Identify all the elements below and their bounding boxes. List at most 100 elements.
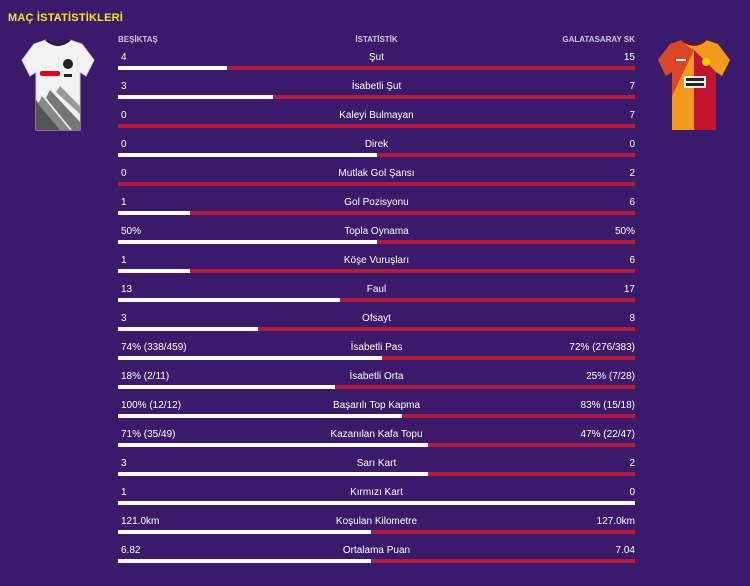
stat-label: Kırmızı Kart [350, 487, 403, 498]
stat-row: 1 Kırmızı Kart 0 [118, 487, 635, 509]
home-bar-fill [118, 472, 429, 476]
home-value: 1 [121, 255, 127, 266]
away-value: 6 [629, 255, 635, 266]
away-value: 2 [629, 458, 635, 469]
away-team-name: GALATASARAY SK [562, 35, 635, 44]
comparison-bar [118, 530, 635, 534]
home-value: 0 [121, 110, 127, 121]
stat-label: Direk [364, 139, 389, 150]
away-value: 7 [629, 81, 635, 92]
comparison-bar [118, 385, 635, 389]
stat-label: Faul [366, 284, 387, 295]
away-team-kit [656, 36, 732, 139]
away-value: 127.0km [596, 516, 635, 527]
comparison-bar [118, 269, 635, 273]
stat-label: İsabetli Şut [351, 81, 402, 92]
stat-row: 3 Ofsayt 8 [118, 313, 635, 335]
comparison-bar [118, 124, 635, 128]
stat-row: 0 Direk 0 [118, 139, 635, 161]
stats-header: BEŞİKTAŞ İSTATİSTİK GALATASARAY SK [118, 35, 635, 47]
stat-row: 6.82 Ortalama Puan 7.04 [118, 545, 635, 567]
home-team-name: BEŞİKTAŞ [118, 35, 158, 44]
comparison-bar [118, 298, 635, 302]
comparison-bar [118, 211, 635, 215]
home-value: 0 [121, 139, 127, 150]
stat-row: 13 Faul 17 [118, 284, 635, 306]
home-bar-fill [118, 298, 341, 302]
away-value: 25% (7/28) [586, 371, 635, 382]
home-value: 100% (12/12) [121, 400, 182, 411]
away-value: 17 [623, 284, 635, 295]
home-bar-fill [118, 95, 274, 99]
home-bar-fill [118, 66, 227, 70]
home-bar-fill [118, 443, 429, 447]
home-value: 6.82 [121, 545, 141, 556]
home-value: 50% [121, 226, 142, 237]
page-title: MAÇ İSTATİSTİKLERİ [8, 12, 124, 24]
comparison-bar [118, 153, 635, 157]
stat-label: Koşulan Kilometre [335, 516, 418, 527]
home-value: 18% (2/11) [121, 371, 170, 382]
away-value: 6 [629, 197, 635, 208]
stat-column-title: İSTATİSTİK [355, 35, 398, 44]
stat-row: 0 Kaleyi Bulmayan 7 [118, 110, 635, 132]
home-bar-fill [118, 356, 382, 360]
away-value: 7 [629, 110, 635, 121]
away-value: 7.04 [615, 545, 635, 556]
stat-label: İsabetli Pas [350, 342, 403, 353]
stat-label: Kazanılan Kafa Topu [330, 429, 423, 440]
comparison-bar [118, 443, 635, 447]
away-value: 8 [629, 313, 635, 324]
stat-row: 74% (338/459) İsabetli Pas 72% (276/383) [118, 342, 635, 364]
away-value: 83% (15/18) [580, 400, 635, 411]
stat-label: Başarılı Top Kapma [332, 400, 421, 411]
comparison-bar [118, 414, 635, 418]
stat-row: 100% (12/12) Başarılı Top Kapma 83% (15/… [118, 400, 635, 422]
comparison-bar [118, 327, 635, 331]
stat-label: Mutlak Gol Şansı [338, 168, 415, 179]
home-bar-fill [118, 153, 377, 157]
stat-row: 1 Köşe Vuruşları 6 [118, 255, 635, 277]
comparison-bar [118, 472, 635, 476]
comparison-bar [118, 559, 635, 563]
home-value: 3 [121, 81, 127, 92]
stat-label: Ortalama Puan [342, 545, 411, 556]
away-value: 50% [614, 226, 635, 237]
home-bar-fill [118, 559, 372, 563]
away-value: 15 [623, 52, 635, 63]
home-value: 1 [121, 487, 127, 498]
away-value: 0 [629, 139, 635, 150]
stat-row: 1 Gol Pozisyonu 6 [118, 197, 635, 219]
comparison-bar [118, 501, 635, 505]
comparison-bar [118, 66, 635, 70]
stat-row: 3 İsabetli Şut 7 [118, 81, 635, 103]
stat-row: 4 Şut 15 [118, 52, 635, 74]
stat-label: İsabetli Orta [349, 371, 404, 382]
away-value: 47% (22/47) [580, 429, 635, 440]
stat-label: Şut [368, 52, 384, 63]
home-bar-fill [118, 240, 377, 244]
home-bar-fill [118, 269, 191, 273]
home-bar-fill [118, 327, 258, 331]
home-value: 3 [121, 313, 127, 324]
home-value: 3 [121, 458, 127, 469]
home-value: 74% (338/459) [121, 342, 187, 353]
besiktas-shirt-icon [21, 39, 95, 131]
home-value: 0 [121, 168, 127, 179]
away-value: 0 [629, 487, 635, 498]
stat-row: 3 Sarı Kart 2 [118, 458, 635, 480]
stat-row: 71% (35/49) Kazanılan Kafa Topu 47% (22/… [118, 429, 635, 451]
home-team-kit [20, 36, 96, 139]
comparison-bar [118, 182, 635, 186]
stat-label: Kaleyi Bulmayan [339, 110, 414, 121]
stat-row: 121.0km Koşulan Kilometre 127.0km [118, 516, 635, 538]
home-value: 1 [121, 197, 127, 208]
home-value: 71% (35/49) [121, 429, 176, 440]
galatasaray-shirt-icon [658, 39, 730, 130]
stat-label: Gol Pozisyonu [344, 197, 409, 208]
stat-label: Köşe Vuruşları [343, 255, 410, 266]
comparison-bar [118, 240, 635, 244]
stat-row: 18% (2/11) İsabetli Orta 25% (7/28) [118, 371, 635, 393]
home-bar-fill [118, 530, 372, 534]
comparison-bar [118, 95, 635, 99]
